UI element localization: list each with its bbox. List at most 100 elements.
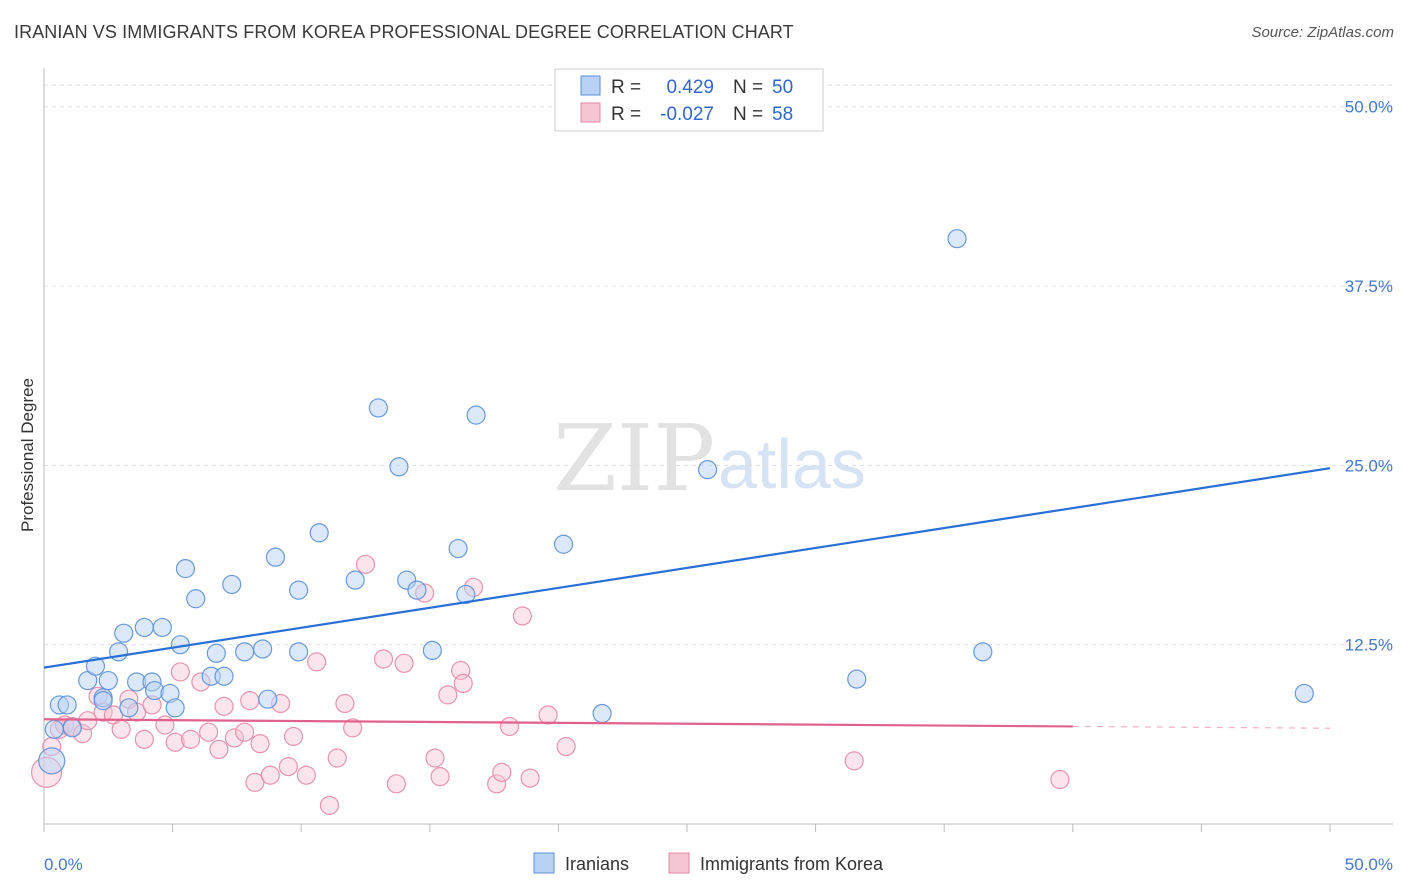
iranian-point-46 bbox=[847, 669, 867, 689]
bottom-legend-label-iranians: Iranians bbox=[565, 854, 629, 874]
korea-point-16 bbox=[165, 732, 185, 752]
iranian-point-42 bbox=[466, 405, 486, 425]
iranian-point-41 bbox=[456, 584, 476, 605]
iranian-point-21 bbox=[175, 559, 196, 579]
iranian-point-35 bbox=[368, 398, 388, 418]
korea-point-44 bbox=[430, 767, 450, 787]
iranian-point-49 bbox=[1294, 683, 1314, 704]
korea-point-57 bbox=[1050, 769, 1070, 790]
iranian-point-22 bbox=[186, 589, 206, 609]
korea-point-40 bbox=[386, 774, 406, 794]
axes bbox=[43, 68, 1393, 832]
korea-point-26 bbox=[245, 772, 265, 792]
iranian-point-0 bbox=[38, 747, 66, 775]
korea-point-41 bbox=[394, 653, 414, 673]
korea-point-43 bbox=[425, 748, 445, 768]
iranian-point-32 bbox=[289, 642, 309, 662]
iranian-point-48 bbox=[973, 642, 993, 662]
legend-n-label-1: N = bbox=[733, 77, 763, 98]
bottom-legend: Iranians Immigrants from Korea bbox=[533, 852, 884, 874]
korea-point-35 bbox=[327, 748, 347, 768]
korea-point-23 bbox=[224, 728, 244, 748]
korea-point-28 bbox=[260, 765, 280, 785]
iranian-point-3 bbox=[57, 695, 77, 715]
iranian-point-4 bbox=[62, 718, 82, 738]
y-tick-label-1: 25.0% bbox=[1345, 456, 1393, 475]
watermark: ZIP atlas bbox=[553, 405, 866, 512]
legend-r-value-1: 0.429 bbox=[666, 77, 714, 98]
grid bbox=[44, 84, 1393, 646]
x-tick-labels: 0.0% 50.0% bbox=[44, 855, 1393, 874]
iranian-point-40 bbox=[448, 538, 468, 559]
iranian-point-1 bbox=[44, 719, 64, 739]
iranian-point-9 bbox=[98, 670, 118, 691]
legend-n-value-1: 50 bbox=[772, 77, 793, 98]
iranians-trend-line bbox=[43, 467, 1331, 669]
korea-point-55 bbox=[556, 736, 576, 757]
y-tick-label-0: 12.5% bbox=[1345, 636, 1393, 655]
iranian-point-19 bbox=[165, 698, 185, 718]
iranian-point-17 bbox=[152, 617, 172, 638]
legend: R = 0.429 N = 50 R = -0.027 N = 58 bbox=[554, 68, 824, 132]
iranian-point-39 bbox=[422, 640, 442, 661]
iranian-point-29 bbox=[258, 689, 278, 709]
iranian-point-43 bbox=[553, 534, 574, 554]
korea-trend-line bbox=[43, 718, 1073, 728]
korea-point-54 bbox=[538, 705, 558, 725]
korea-point-39 bbox=[373, 649, 394, 669]
korea-point-32 bbox=[296, 765, 316, 785]
korea-point-37 bbox=[343, 718, 363, 738]
korea-point-34 bbox=[319, 795, 340, 815]
legend-swatch-iranians bbox=[580, 75, 601, 96]
iranian-point-28 bbox=[253, 639, 273, 659]
korea-point-38 bbox=[355, 554, 376, 574]
iranian-point-45 bbox=[697, 460, 718, 480]
korea-point-18 bbox=[181, 729, 201, 749]
bottom-legend-label-korea: Immigrants from Korea bbox=[700, 854, 884, 874]
legend-n-label-2: N = bbox=[733, 104, 763, 125]
korea-point-45 bbox=[438, 685, 458, 705]
korea-point-30 bbox=[278, 757, 298, 777]
korea-point-33 bbox=[307, 652, 327, 672]
iranian-point-31 bbox=[289, 580, 309, 600]
bottom-legend-swatch-iranians bbox=[533, 852, 555, 874]
bottom-legend-swatch-korea bbox=[668, 852, 690, 874]
iranian-point-24 bbox=[206, 643, 226, 663]
iranian-point-36 bbox=[389, 457, 409, 477]
watermark-zip: ZIP bbox=[553, 405, 715, 512]
korea-point-20 bbox=[199, 722, 219, 742]
korea-point-51 bbox=[499, 716, 520, 737]
iranian-point-26 bbox=[222, 574, 242, 595]
korea-point-22 bbox=[214, 696, 234, 716]
korea-point-17 bbox=[170, 662, 190, 682]
korea-point-56 bbox=[844, 751, 864, 771]
legend-r-value-2: -0.027 bbox=[660, 104, 714, 125]
korea-point-27 bbox=[250, 734, 270, 754]
korea-point-25 bbox=[240, 691, 260, 711]
korea-point-24 bbox=[235, 722, 255, 742]
y-axis-title: Professional Degree bbox=[18, 378, 37, 532]
x-tick-label-right: 50.0% bbox=[1345, 855, 1393, 874]
korea-trend-extension bbox=[1072, 725, 1331, 729]
korea-point-31 bbox=[283, 726, 304, 747]
korea-point-36 bbox=[335, 693, 355, 714]
chart-title: IRANIAN VS IMMIGRANTS FROM KOREA PROFESS… bbox=[14, 22, 794, 42]
iranian-point-38 bbox=[407, 580, 427, 600]
iranian-point-44 bbox=[592, 703, 612, 724]
iranian-point-30 bbox=[265, 547, 286, 567]
trend-lines bbox=[43, 467, 1331, 729]
korea-point-49 bbox=[487, 774, 507, 794]
legend-swatch-korea bbox=[580, 102, 601, 123]
korea-point-21 bbox=[209, 739, 229, 760]
iranian-point-11 bbox=[114, 623, 134, 643]
iranian-point-34 bbox=[345, 570, 365, 590]
korea-point-13 bbox=[134, 729, 154, 749]
watermark-atlas: atlas bbox=[718, 425, 866, 503]
iranian-point-27 bbox=[235, 642, 255, 662]
iranian-point-14 bbox=[134, 617, 154, 638]
x-tick-label-left: 0.0% bbox=[44, 855, 83, 874]
korea-point-53 bbox=[520, 768, 540, 788]
y-tick-labels: 12.5% 25.0% 37.5% 50.0% bbox=[1345, 98, 1393, 655]
korea-point-10 bbox=[111, 719, 131, 739]
